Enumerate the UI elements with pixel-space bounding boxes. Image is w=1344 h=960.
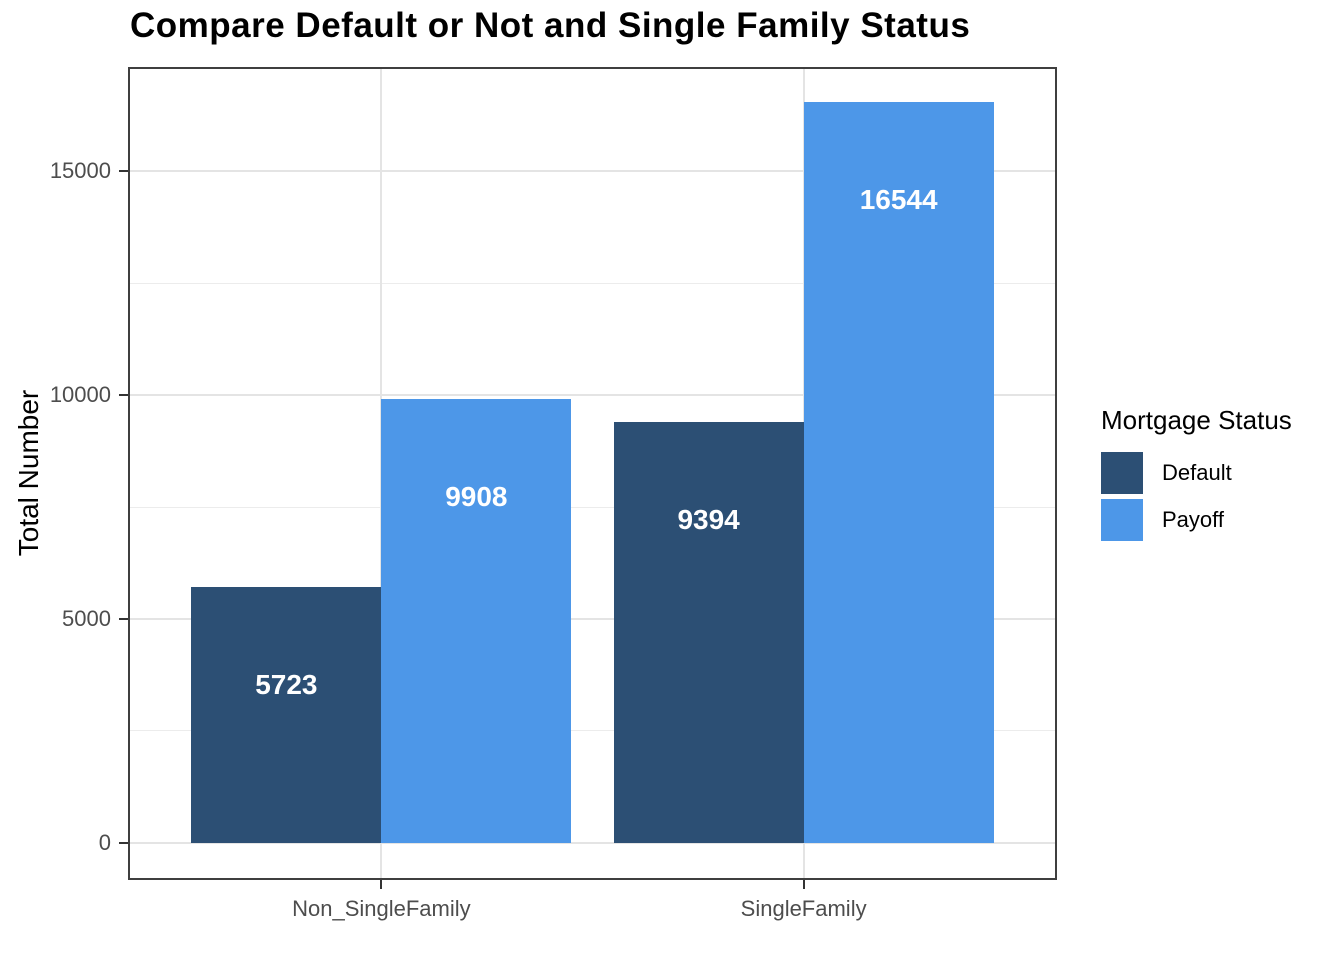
- chart-title: Compare Default or Not and Single Family…: [130, 6, 971, 45]
- legend-swatch: [1101, 499, 1143, 541]
- y-tick-mark: [119, 394, 128, 397]
- bar: [803, 102, 994, 843]
- legend-title: Mortgage Status: [1101, 405, 1292, 435]
- major-gridline: [128, 170, 1057, 173]
- major-gridline: [128, 394, 1057, 397]
- major-gridline: [128, 617, 1057, 620]
- bar-value-label: 9394: [677, 504, 740, 536]
- legend-label: Default: [1162, 460, 1232, 485]
- major-gridline: [128, 841, 1057, 844]
- bar-value-label: 5723: [255, 668, 318, 700]
- x-tick-mark: [380, 880, 383, 889]
- bar-value-label: 16544: [859, 184, 938, 216]
- x-tick-label: Non_SingleFamily: [292, 896, 471, 921]
- minor-gridline: [128, 730, 1057, 732]
- legend-item: Payoff: [1101, 499, 1292, 541]
- minor-gridline: [128, 282, 1057, 284]
- y-tick-mark: [119, 170, 128, 173]
- y-tick-label: 15000: [49, 158, 111, 184]
- legend-items: Default Payoff: [1101, 452, 1292, 541]
- y-axis-title: Total Number: [13, 389, 44, 557]
- minor-gridline: [128, 506, 1057, 508]
- y-tick-label: 10000: [49, 382, 111, 408]
- bar: [381, 399, 572, 843]
- bar: [191, 586, 382, 843]
- legend-item: Default: [1101, 452, 1292, 494]
- plot-panel: 5723 9394 9908 16544: [128, 67, 1057, 880]
- legend: Mortgage Status Default Payoff: [1101, 405, 1292, 546]
- legend-swatch: [1101, 452, 1143, 494]
- y-tick-mark: [119, 841, 128, 844]
- bar-value-label: 9908: [445, 481, 508, 513]
- y-tick-label: 5000: [62, 605, 111, 631]
- legend-label: Payoff: [1162, 507, 1224, 532]
- y-tick-label: 0: [98, 829, 111, 855]
- y-tick-mark: [119, 617, 128, 620]
- x-tick-label: SingleFamily: [740, 896, 867, 921]
- bar: [613, 422, 804, 843]
- x-tick-mark: [802, 880, 805, 889]
